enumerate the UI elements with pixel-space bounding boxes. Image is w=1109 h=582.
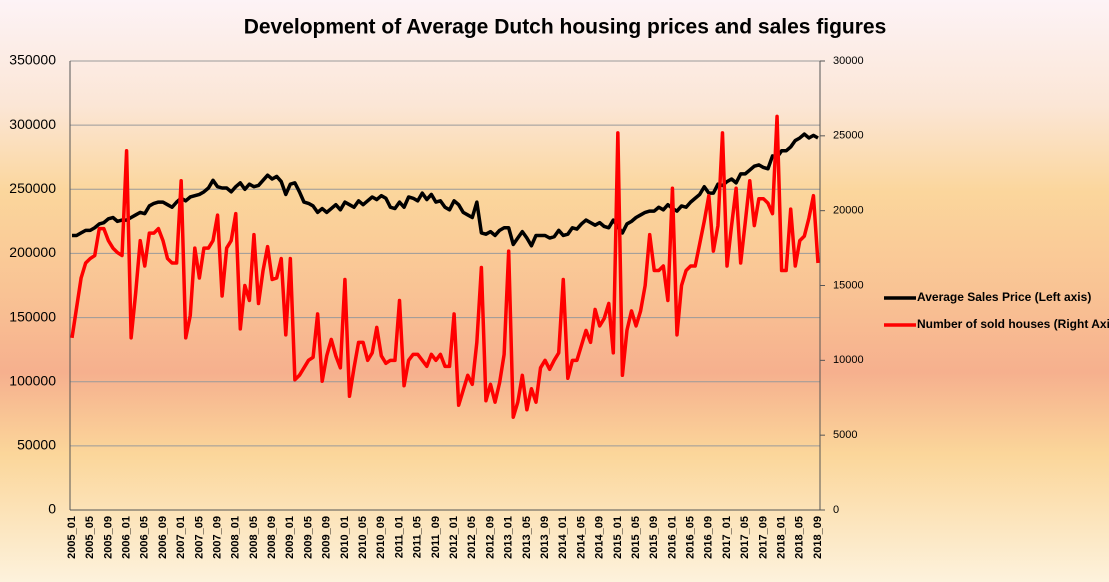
x-tick-label: 2008_09: [266, 516, 278, 559]
x-tick-label: 2017_09: [757, 516, 769, 559]
x-tick-label: 2016_05: [685, 516, 697, 559]
x-tick-label: 2005_05: [84, 516, 96, 559]
x-tick-label: 2013_05: [521, 516, 533, 559]
x-tick-label: 2017_05: [739, 516, 751, 559]
y2-tick-label: 0: [833, 504, 839, 516]
y-tick-label: 150000: [9, 308, 56, 324]
x-tick-label: 2012_09: [484, 516, 496, 559]
series-line: [70, 114, 820, 419]
x-tick-label: 2015_09: [648, 516, 660, 559]
x-tick-label: 2012_01: [448, 516, 460, 559]
y2-tick-label: 5000: [833, 429, 857, 441]
series-line: [72, 132, 819, 248]
x-tick-label: 2016_01: [666, 516, 678, 559]
y-tick-label: 300000: [9, 116, 56, 132]
x-tick-label: 2010_01: [339, 516, 351, 559]
y-tick-label: 50000: [17, 437, 56, 453]
x-tick-label: 2005_09: [102, 516, 114, 559]
y2-tick-label: 15000: [833, 279, 864, 291]
x-tick-label: 2018_05: [794, 516, 806, 559]
x-tick-label: 2014_05: [575, 516, 587, 559]
x-tick-label: 2014_01: [557, 516, 569, 559]
x-tick-label: 2007_05: [193, 516, 205, 559]
x-tick-label: 2008_05: [248, 516, 260, 559]
x-tick-label: 2016_09: [703, 516, 715, 559]
x-tick-label: 2009_09: [321, 516, 333, 559]
x-tick-label: 2015_05: [630, 516, 642, 559]
legend-label: Average Sales Price (Left axis): [917, 290, 1091, 304]
x-tick-label: 2006_05: [139, 516, 151, 559]
x-tick-label: 2011_09: [430, 516, 442, 558]
y-tick-label: 0: [48, 501, 56, 517]
x-tick-label: 2006_09: [157, 516, 169, 559]
y2-tick-label: 30000: [833, 55, 864, 67]
y-tick-label: 100000: [9, 372, 56, 388]
x-tick-label: 2006_01: [120, 516, 132, 559]
x-tick-label: 2007_01: [175, 516, 187, 559]
x-tick-label: 2009_05: [302, 516, 314, 559]
x-tick-label: 2018_01: [776, 516, 788, 559]
legend-label: Number of sold houses (Right Axis): [917, 317, 1109, 331]
x-tick-label: 2007_09: [211, 516, 223, 559]
x-tick-label: 2015_01: [612, 516, 624, 559]
x-tick-label: 2008_01: [230, 516, 242, 559]
x-tick-label: 2010_09: [375, 516, 387, 559]
y2-tick-label: 25000: [833, 130, 864, 142]
x-tick-label: 2013_01: [503, 516, 515, 559]
y-tick-label: 200000: [9, 244, 56, 260]
x-tick-label: 2012_05: [466, 516, 478, 559]
x-tick-label: 2005_01: [66, 516, 78, 559]
x-tick-label: 2010_05: [357, 516, 369, 559]
x-tick-label: 2009_01: [284, 516, 296, 559]
y2-tick-label: 10000: [833, 354, 864, 366]
chart-title: Development of Average Dutch housing pri…: [244, 16, 887, 39]
x-tick-label: 2018_09: [812, 516, 824, 559]
x-tick-label: 2014_09: [594, 516, 606, 559]
x-tick-label: 2013_09: [539, 516, 551, 559]
x-tick-label: 2011_01: [393, 516, 405, 558]
x-tick-label: 2017_01: [721, 516, 733, 559]
x-tick-label: 2011_05: [412, 516, 424, 558]
y-tick-label: 250000: [9, 180, 56, 196]
y2-tick-label: 20000: [833, 205, 864, 217]
y-tick-label: 350000: [9, 52, 56, 68]
